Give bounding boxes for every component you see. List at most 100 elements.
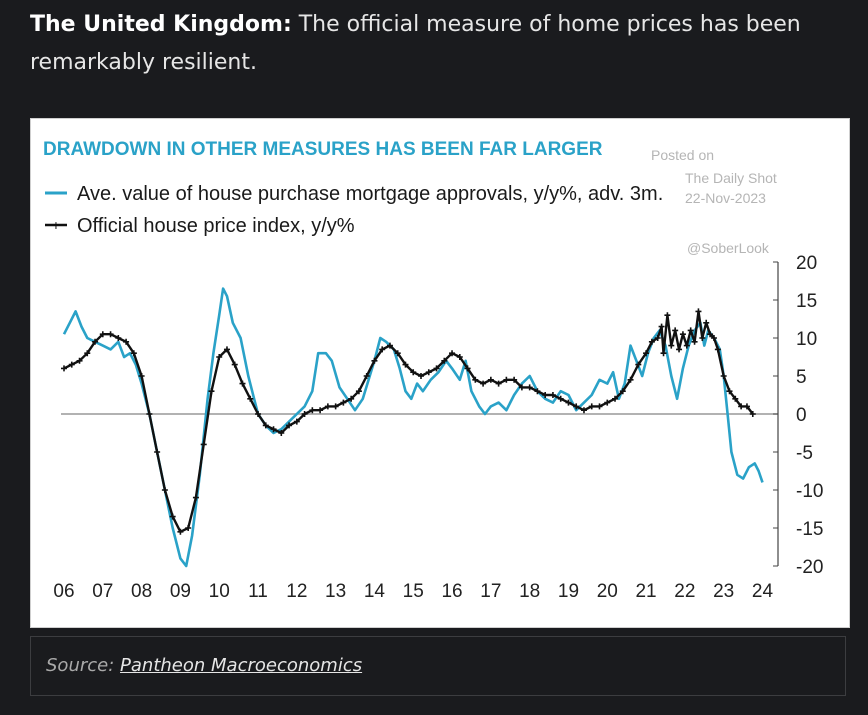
hpi-data-point xyxy=(703,319,710,326)
hpi-data-point xyxy=(732,395,739,402)
y-tick-label: 0 xyxy=(796,405,807,426)
hpi-data-point xyxy=(192,494,199,501)
hpi-data-point xyxy=(231,361,238,368)
hpi-data-point xyxy=(542,392,549,398)
y-tick-label: -15 xyxy=(796,519,823,540)
hpi-data-point xyxy=(270,426,277,433)
hpi-data-point xyxy=(480,380,487,387)
hpi-data-point xyxy=(355,388,362,395)
hpi-data-point xyxy=(418,373,424,379)
hpi-data-point xyxy=(738,403,745,410)
hpi-data-point xyxy=(68,361,75,368)
y-tick-label: 20 xyxy=(796,253,817,274)
hpi-data-point xyxy=(115,335,122,341)
chart-svg: DRAWDOWN IN OTHER MEASURES HAS BEEN FAR … xyxy=(43,139,823,602)
hpi-data-point xyxy=(200,441,207,448)
hpi-data-point xyxy=(278,430,285,436)
hpi-data-point xyxy=(495,380,502,387)
hpi-data-point xyxy=(61,365,67,372)
hpi-data-point xyxy=(654,335,661,341)
hpi-data-point xyxy=(293,418,300,425)
hpi-data-point xyxy=(691,338,698,345)
y-tick-label: 15 xyxy=(796,291,817,312)
hpi-data-point xyxy=(464,365,471,372)
hpi-data-point xyxy=(668,342,675,349)
hpi-data-point xyxy=(664,312,671,319)
watermark-date: 22-Nov-2023 xyxy=(685,190,766,206)
watermark-posted-on: Posted on xyxy=(651,147,714,163)
hpi-data-point xyxy=(363,373,370,379)
hpi-data-point xyxy=(557,395,564,402)
x-tick-label: 24 xyxy=(752,581,774,602)
x-tick-label: 08 xyxy=(131,581,152,602)
hpi-data-point xyxy=(596,403,603,410)
x-tick-label: 11 xyxy=(248,581,268,602)
x-tick-label: 20 xyxy=(597,581,618,602)
hpi-data-point xyxy=(679,331,686,338)
intro-text: The official measure of home prices has … xyxy=(30,12,801,75)
hpi-data-point xyxy=(710,335,717,341)
hpi-data-point xyxy=(472,376,479,383)
plot-area: 20 15 10 5 0 -5 -10 -15 -20 06 07 08 09 10 11 12 13 14 15 1… xyxy=(53,253,823,602)
x-tick-label: 22 xyxy=(674,581,695,602)
hpi-data-point xyxy=(216,354,223,360)
legend-label-hpi: Official house price index, y/y% xyxy=(77,215,355,237)
y-tick-label: 5 xyxy=(796,367,807,388)
hpi-data-point xyxy=(425,369,432,376)
hpi-data-point xyxy=(699,335,706,341)
hpi-data-point xyxy=(511,376,518,383)
hpi-data-point xyxy=(185,525,192,531)
x-tick-label: 23 xyxy=(713,581,734,602)
hpi-data-point xyxy=(487,376,494,383)
hpi-data-point xyxy=(223,346,230,353)
hpi-data-point xyxy=(433,365,440,372)
x-tick-label: 17 xyxy=(480,581,501,602)
hpi-data-point xyxy=(99,331,106,338)
x-tick-label: 12 xyxy=(286,581,307,602)
hpi-data-point xyxy=(154,449,161,455)
hpi-data-point xyxy=(286,422,293,429)
hpi-data-point xyxy=(301,411,308,417)
watermark-handle: @SoberLook xyxy=(687,240,770,256)
hpi-data-point xyxy=(456,354,463,360)
hpi-data-point xyxy=(247,395,254,402)
hpi-data-point xyxy=(627,376,634,383)
source-caption: Source: Pantheon Macroeconomics xyxy=(30,636,846,696)
hpi-data-point xyxy=(672,327,679,334)
hpi-data-point xyxy=(84,350,91,357)
intro-heading: The United Kingdom: xyxy=(30,12,292,37)
hpi-data-point xyxy=(687,327,694,334)
hpi-data-point xyxy=(262,422,269,429)
source-link[interactable]: Pantheon Macroeconomics xyxy=(120,655,363,676)
x-tick-label: 09 xyxy=(170,581,191,602)
hpi-data-point xyxy=(340,399,347,406)
hpi-data-point xyxy=(348,395,355,402)
hpi-data-point xyxy=(177,528,184,535)
hpi-data-point xyxy=(402,361,409,368)
watermark-daily-shot: The Daily Shot xyxy=(685,170,777,186)
x-tick-label: 07 xyxy=(92,581,113,602)
hpi-data-point xyxy=(658,323,665,330)
hpi-data-point xyxy=(161,487,168,493)
hpi-data-point xyxy=(534,388,541,395)
chart-card: DRAWDOWN IN OTHER MEASURES HAS BEEN FAR … xyxy=(30,118,850,628)
series-line-hpi xyxy=(63,310,754,533)
hpi-data-point xyxy=(643,350,650,357)
hpi-data-point xyxy=(371,357,378,364)
hpi-data-point xyxy=(324,403,331,410)
hpi-data-point xyxy=(743,403,750,410)
hpi-data-point xyxy=(720,373,727,379)
series-line-approvals xyxy=(62,287,764,568)
hpi-data-point xyxy=(441,357,448,364)
x-tick-label: 10 xyxy=(209,581,230,602)
hpi-data-point xyxy=(695,308,702,315)
hpi-data-point xyxy=(317,407,324,414)
hpi-data-point xyxy=(76,357,83,364)
legend-marker-hpi: + xyxy=(52,217,60,233)
hpi-data-point xyxy=(683,342,690,349)
x-tick-label: 19 xyxy=(558,581,579,602)
x-tick-label: 18 xyxy=(519,581,540,602)
hpi-data-point xyxy=(169,513,176,520)
x-tick-label: 14 xyxy=(364,581,386,602)
hpi-data-point xyxy=(107,331,114,338)
